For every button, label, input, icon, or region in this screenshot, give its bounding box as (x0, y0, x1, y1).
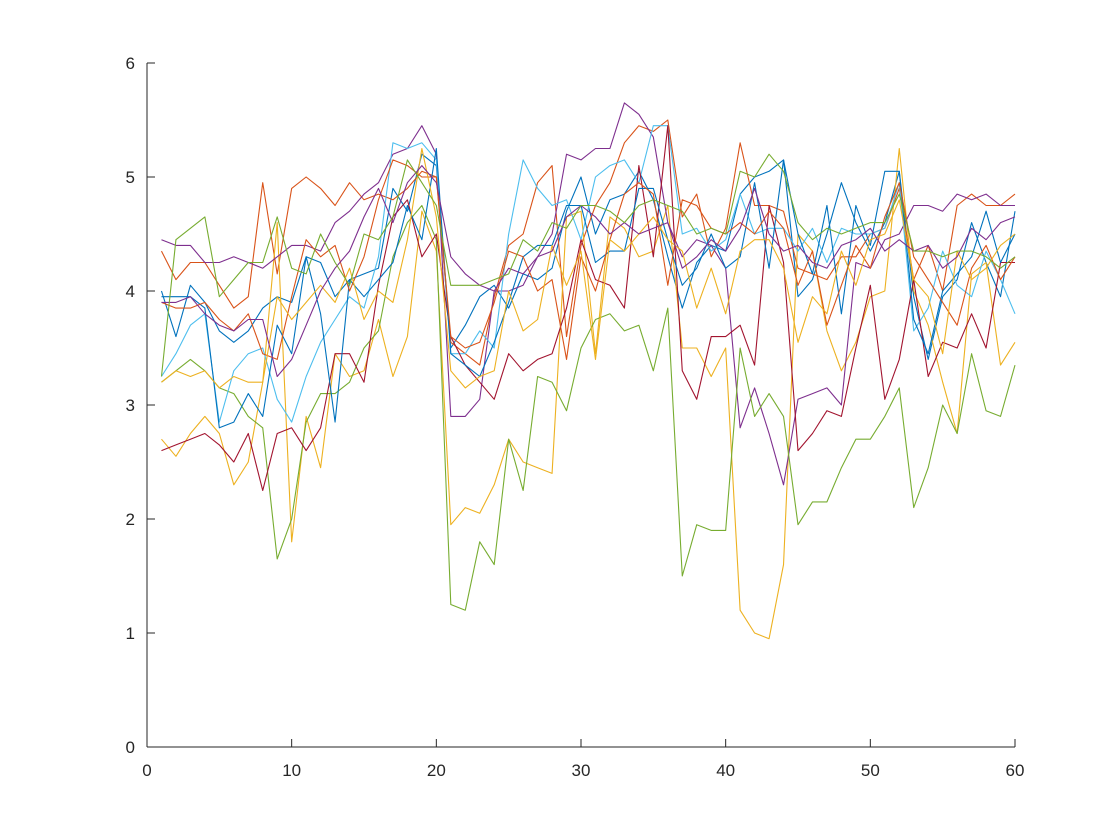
x-tick-label: 40 (716, 761, 735, 780)
series-layer (160, 102, 1016, 640)
series-line-2 (160, 119, 1016, 366)
x-tick-label: 20 (427, 761, 446, 780)
series-line-11 (161, 165, 1016, 378)
series-line-12 (160, 153, 1016, 377)
y-tick-label: 3 (126, 396, 135, 415)
y-tick-label: 5 (126, 168, 135, 187)
y-tick-label: 1 (126, 624, 135, 643)
series-line-4 (161, 102, 1015, 486)
y-tick-label: 6 (126, 54, 135, 73)
series-line-7 (161, 125, 1015, 492)
axes-layer: 0 10 20 30 40 50 60 0 1 2 3 4 5 6 (126, 54, 1025, 780)
y-tick-label: 4 (126, 282, 135, 301)
series-line-10 (161, 147, 1016, 389)
x-tick-label: 50 (861, 761, 880, 780)
series-line-9 (161, 159, 1016, 360)
x-tick-label: 60 (1006, 761, 1025, 780)
x-tick-label: 10 (282, 761, 301, 780)
y-tick-label: 2 (126, 510, 135, 529)
x-tick-label: 0 (142, 761, 151, 780)
series-line-5 (161, 204, 1016, 611)
x-tick-label: 30 (572, 761, 591, 780)
series-line-8 (161, 147, 1016, 429)
y-tick-label: 0 (126, 738, 135, 757)
series-line-1 (160, 153, 1016, 360)
